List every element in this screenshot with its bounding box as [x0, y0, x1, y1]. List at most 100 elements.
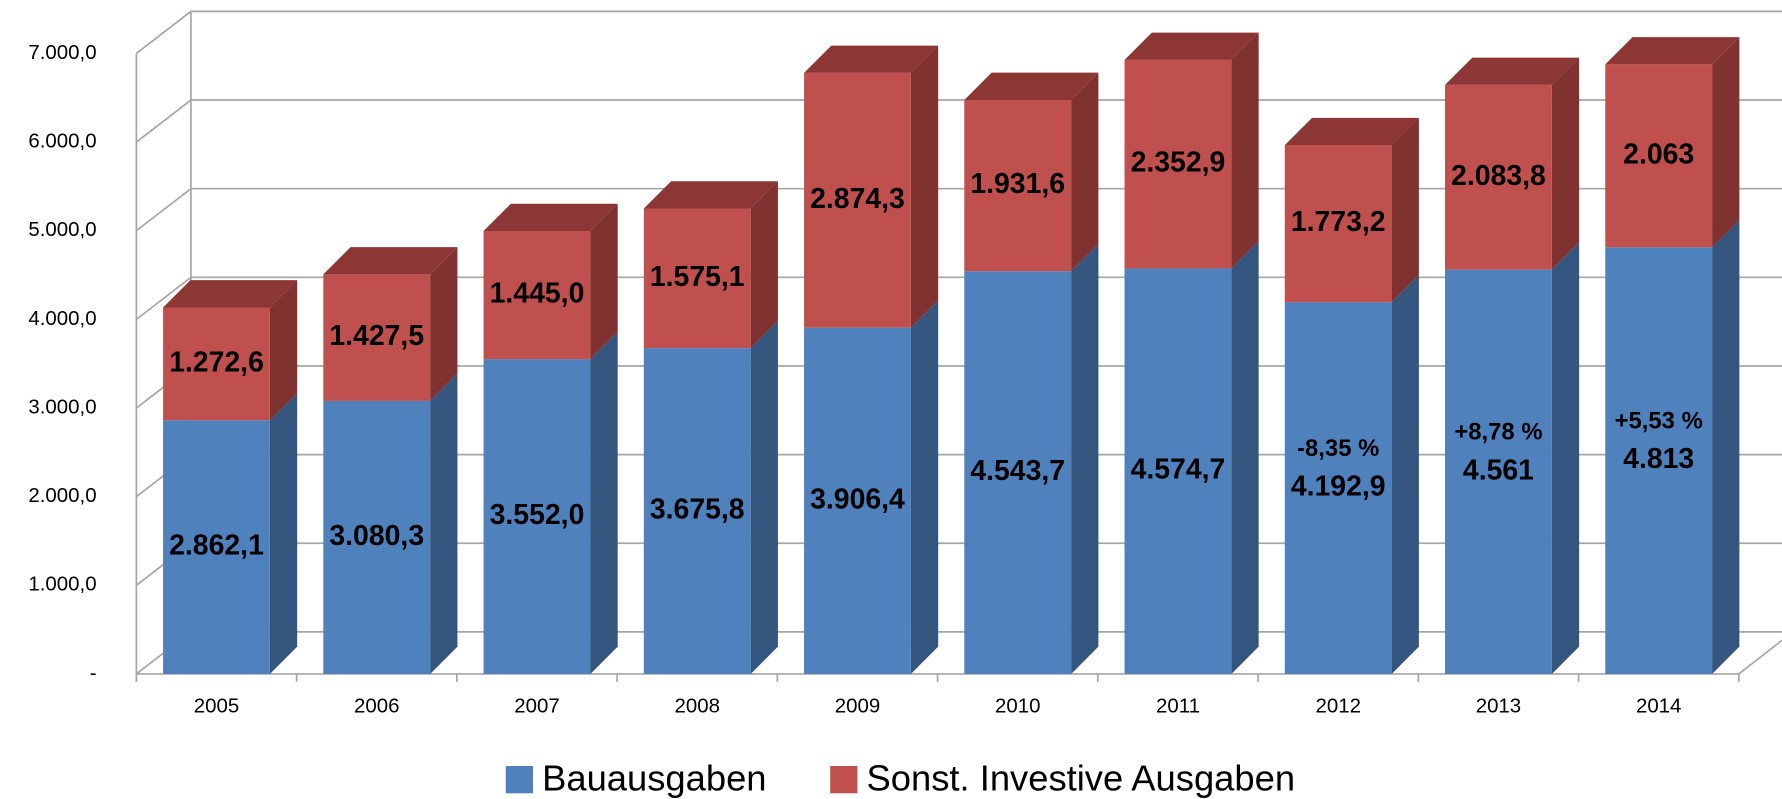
value-label: 4.813 [1623, 443, 1694, 475]
bar [163, 307, 270, 421]
bar-side [430, 247, 458, 401]
value-label: 3.080,3 [329, 520, 424, 552]
value-label: 1.931,6 [970, 168, 1065, 200]
bar-segment [964, 72, 1099, 272]
x-tick-label: 2006 [354, 694, 399, 717]
bar-side [1391, 275, 1419, 674]
floor-edge [1738, 639, 1782, 675]
legend: Bauausgaben Sonst. Investive Ausgaben [505, 757, 1296, 798]
grid-line [135, 10, 1782, 55]
bar-segment [483, 203, 618, 360]
x-tick-label: 2012 [1315, 694, 1360, 717]
bar [643, 348, 751, 674]
bar-top [804, 45, 939, 73]
bar [1605, 247, 1713, 674]
value-label: 2.063 [1623, 138, 1694, 170]
value-label: 2.874,3 [810, 183, 905, 215]
bar-segment [483, 331, 618, 674]
bar-side [1712, 37, 1740, 248]
bar [804, 72, 911, 328]
value-label: 1.427,5 [329, 320, 424, 352]
legend-swatch [505, 766, 534, 794]
bar-segment [1124, 241, 1259, 674]
bar-segment [323, 373, 458, 674]
value-label: 4.561 [1463, 454, 1534, 486]
bar-side [910, 45, 939, 328]
bar-top [323, 247, 458, 275]
bar [1124, 59, 1232, 269]
bar-side [1071, 72, 1099, 272]
bar-segment [964, 243, 1099, 674]
y-tick-label: - [90, 661, 97, 684]
value-label: 4.574,7 [1131, 454, 1226, 486]
bar [1124, 268, 1232, 674]
bar-side [1231, 241, 1259, 674]
bar-top [964, 72, 1099, 100]
bar [804, 327, 911, 674]
bar [964, 271, 1072, 674]
bar-side [750, 181, 778, 349]
bar-segment [1124, 32, 1259, 269]
annotation: +5,53 % [1615, 407, 1703, 434]
value-label: 1.445,0 [490, 278, 585, 310]
bar-segment [804, 45, 939, 328]
bar-segment [163, 392, 298, 674]
bar-top [483, 203, 618, 231]
y-tick-label: 2.000,0 [28, 484, 96, 507]
legend-label: Bauausgaben [542, 757, 766, 798]
bar [323, 274, 431, 401]
bar-side [1071, 243, 1099, 674]
bar-side [1712, 220, 1740, 674]
bar [1284, 302, 1392, 674]
y-tick-label: 5.000,0 [28, 218, 96, 241]
bar-segment [1445, 242, 1580, 674]
bar [1605, 64, 1713, 248]
bar-side [590, 331, 618, 674]
annotation: -8,35 % [1297, 435, 1379, 462]
bar-side [430, 373, 458, 674]
bar-top [1284, 117, 1419, 146]
bar [483, 359, 591, 674]
bar-side [1551, 242, 1580, 674]
value-label: 2.862,1 [169, 530, 264, 562]
bar-segment [1605, 220, 1740, 674]
y-tick-label: 6.000,0 [28, 129, 96, 152]
bar-segment [323, 247, 458, 401]
x-tick-label: 2011 [1156, 694, 1200, 717]
bar-side [1391, 117, 1419, 303]
legend-swatch [830, 766, 858, 794]
value-label: 2.083,8 [1451, 160, 1546, 192]
bar-top [1124, 32, 1259, 60]
bar-top [1445, 57, 1580, 85]
legend-label: Sonst. Investive Ausgaben [867, 757, 1296, 798]
x-tick-label: 2008 [674, 694, 719, 717]
bar-side [1231, 32, 1259, 269]
bar-side [269, 280, 298, 421]
bar-segment [1284, 117, 1419, 303]
x-tick-label: 2013 [1476, 694, 1521, 717]
value-label: 4.543,7 [970, 455, 1065, 487]
bar-top [163, 280, 298, 308]
bar-side [590, 203, 618, 360]
bar [1284, 145, 1392, 303]
bar [323, 400, 431, 674]
y-tick-label: 7.000,0 [28, 41, 96, 64]
value-label: 3.906,4 [810, 483, 905, 515]
bar-top [1605, 37, 1740, 65]
y-tick-label: 4.000,0 [28, 307, 96, 330]
bar-segment [643, 320, 778, 674]
bar-side [910, 300, 939, 674]
bar [1445, 84, 1552, 270]
x-tick-label: 2009 [835, 694, 880, 717]
value-label: 2.352,9 [1131, 147, 1226, 179]
bar-segment [1284, 275, 1419, 674]
bar [964, 99, 1072, 272]
value-label: 1.575,1 [650, 261, 745, 293]
y-tick-label: 3.000,0 [28, 395, 96, 418]
bar-side [1551, 57, 1580, 270]
value-label: 1.272,6 [169, 346, 264, 378]
bar-segment [804, 300, 939, 674]
x-tick-label: 2014 [1636, 694, 1681, 717]
y-tick-label: 1.000,0 [28, 573, 96, 596]
